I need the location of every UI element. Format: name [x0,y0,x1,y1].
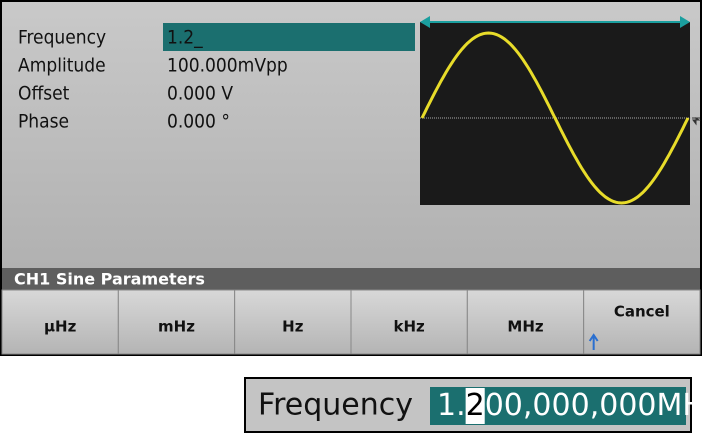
softkey-label: Cancel [614,303,670,321]
param-value: 1.2_ [167,27,203,49]
zoom-label: Frequency [258,388,413,423]
cursor-highlight [465,388,485,424]
zoom-cursor-digit: 2 [466,388,485,423]
softkey[interactable]: mHz [117,289,236,355]
softkey-face [234,289,352,355]
value-field [163,23,415,51]
param-label: Amplitude [18,55,106,77]
zoom-value-part: 1. [437,388,466,423]
softkey[interactable]: Hz [234,289,352,355]
softkey-face [583,289,701,355]
softkey-label: Hz [282,318,304,336]
status-bar [2,268,700,290]
softkey-label: MHz [507,318,543,336]
softkey[interactable]: Cancel [583,289,701,355]
param-value: 100.000mVpp [167,55,288,77]
param-label: Offset [18,83,70,105]
back-arrow-icon [588,333,599,350]
zoom-value-part: 00,000,000MHz [485,388,706,423]
zoom-value: 1.200,000,000MHz [437,388,706,423]
offset-marker [692,117,701,126]
softkey-label: µHz [44,318,77,336]
softkey-label: mHz [158,318,195,336]
softkey-face [117,289,236,355]
softkey-face [350,289,468,355]
softkey[interactable]: µHz [1,289,119,355]
param-value: 0.000 V [167,83,233,105]
softkey-face [466,289,585,355]
param-label: Frequency [18,27,106,49]
softkey[interactable]: kHz [350,289,468,355]
param-value: 0.000 ° [167,111,230,133]
softkey-label: kHz [394,318,426,336]
sine-wave [420,31,690,205]
softkey-face [1,289,119,355]
param-label: Phase [18,111,69,133]
waveform-preview [420,22,690,205]
status-text: CH1 Sine Parameters [14,270,205,289]
softkey[interactable]: MHz [466,289,585,355]
